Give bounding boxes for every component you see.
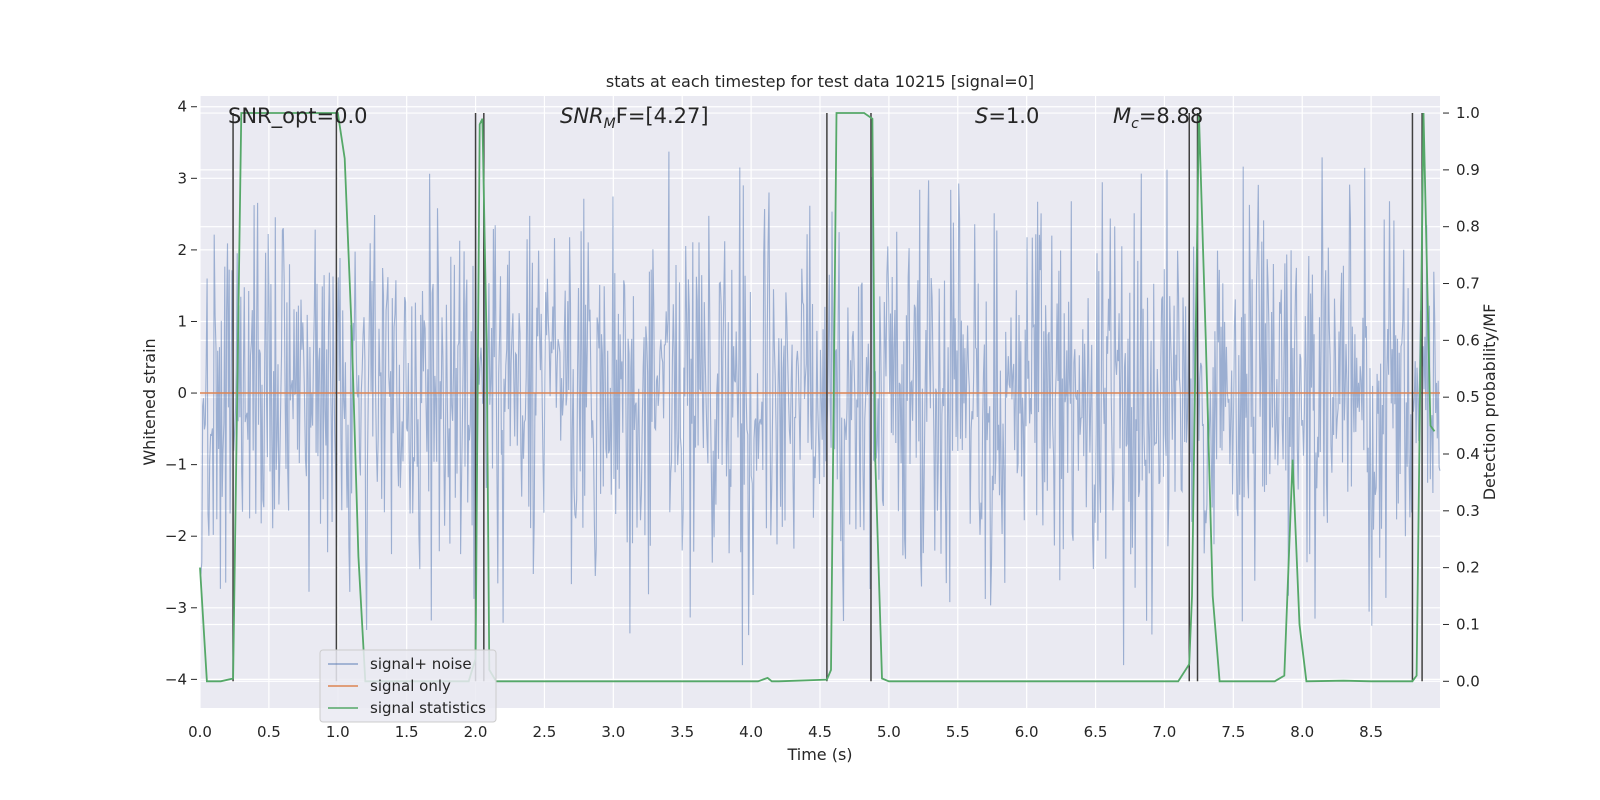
annotation-s-main: S xyxy=(975,104,988,128)
y-right-tick-label: 0.8 xyxy=(1456,218,1480,236)
x-tick-label: 4.5 xyxy=(808,723,832,741)
y-tick-label: −2 xyxy=(165,527,187,545)
x-tick-label: 4.0 xyxy=(739,723,763,741)
y-tick-label: 4 xyxy=(177,98,187,116)
x-tick-label: 1.0 xyxy=(326,723,350,741)
annotation-mc: Mc=8.88 xyxy=(1113,104,1203,132)
legend-box xyxy=(319,649,497,723)
y-right-tick-label: 1.0 xyxy=(1456,104,1480,122)
noise-series xyxy=(199,151,1441,666)
tick-labels: 0.0 0.5 1.0 1.5 2.0 2.5 3.0 3.5 4.0 4.5 5.0 5.5 6.0 6… xyxy=(165,98,1480,741)
x-tick-label: 0.0 xyxy=(188,723,212,741)
x-tick-label: 5.5 xyxy=(946,723,970,741)
legend: signal+ noise signal only signal statist… xyxy=(319,649,497,723)
y-tick-label: 0 xyxy=(177,384,187,402)
x-tick-label: 2.0 xyxy=(464,723,488,741)
chart-title: stats at each timestep for test data 102… xyxy=(606,72,1034,91)
y-right-tick-label: 0.4 xyxy=(1456,445,1480,463)
y-right-tick-label: 0.1 xyxy=(1456,615,1480,633)
y-tick-label: 2 xyxy=(177,241,187,259)
y-right-tick-label: 0.2 xyxy=(1456,559,1480,577)
annotation-s: S=1.0 xyxy=(975,104,1039,128)
annotation-mc-value: =8.88 xyxy=(1139,104,1203,128)
y-right-tick-label: 0.5 xyxy=(1456,388,1480,406)
annotation-s-value: =1.0 xyxy=(988,104,1039,128)
x-tick-label: 8.0 xyxy=(1290,723,1314,741)
y-right-axis-label: Detection probability/MF xyxy=(1480,304,1499,501)
x-tick-label: 5.0 xyxy=(877,723,901,741)
x-tick-label: 7.0 xyxy=(1153,723,1177,741)
x-tick-label: 0.5 xyxy=(257,723,281,741)
annotation-snr-opt: SNR_opt=0.0 xyxy=(228,104,368,129)
y-right-tick-label: 0.9 xyxy=(1456,161,1480,179)
annotation-snr-mf-value: F=[4.27] xyxy=(616,104,709,128)
statistics-line xyxy=(199,112,1436,683)
y-tick-label: −1 xyxy=(165,456,187,474)
y-tick-label: 3 xyxy=(177,169,187,187)
x-tick-label: 8.5 xyxy=(1359,723,1383,741)
annotation-snr-mf: SNRMF=[4.27] xyxy=(560,104,709,132)
x-tick-label: 2.5 xyxy=(533,723,557,741)
annotation-snr-mf-main: SNR xyxy=(560,104,604,128)
y-right-tick-label: 0.3 xyxy=(1456,502,1480,520)
x-tick-label: 6.0 xyxy=(1015,723,1039,741)
y-right-tick-label: 0.0 xyxy=(1456,672,1480,690)
x-tick-label: 7.5 xyxy=(1221,723,1245,741)
y-tick-label: 1 xyxy=(177,312,187,330)
annotation-mc-sub: c xyxy=(1131,116,1139,132)
y-right-tick-label: 0.7 xyxy=(1456,275,1480,293)
legend-label-signal-only: signal only xyxy=(370,677,451,695)
statistics-series xyxy=(199,112,1436,683)
legend-label-noise: signal+ noise xyxy=(370,655,472,673)
y-axis-label: Whitened strain xyxy=(140,338,159,465)
annotation-mc-main: M xyxy=(1113,104,1131,128)
x-tick-label: 3.5 xyxy=(670,723,694,741)
legend-label-statistics: signal statistics xyxy=(370,699,486,717)
y-right-tick-label: 0.6 xyxy=(1456,331,1480,349)
y-tick-label: −4 xyxy=(165,670,187,688)
x-axis-label: Time (s) xyxy=(786,745,852,764)
x-tick-label: 1.5 xyxy=(395,723,419,741)
noise-line xyxy=(199,151,1441,666)
annotation-snr-mf-sub: M xyxy=(604,116,616,132)
x-tick-label: 3.0 xyxy=(601,723,625,741)
x-tick-label: 6.5 xyxy=(1084,723,1108,741)
y-tick-label: −3 xyxy=(165,599,187,617)
